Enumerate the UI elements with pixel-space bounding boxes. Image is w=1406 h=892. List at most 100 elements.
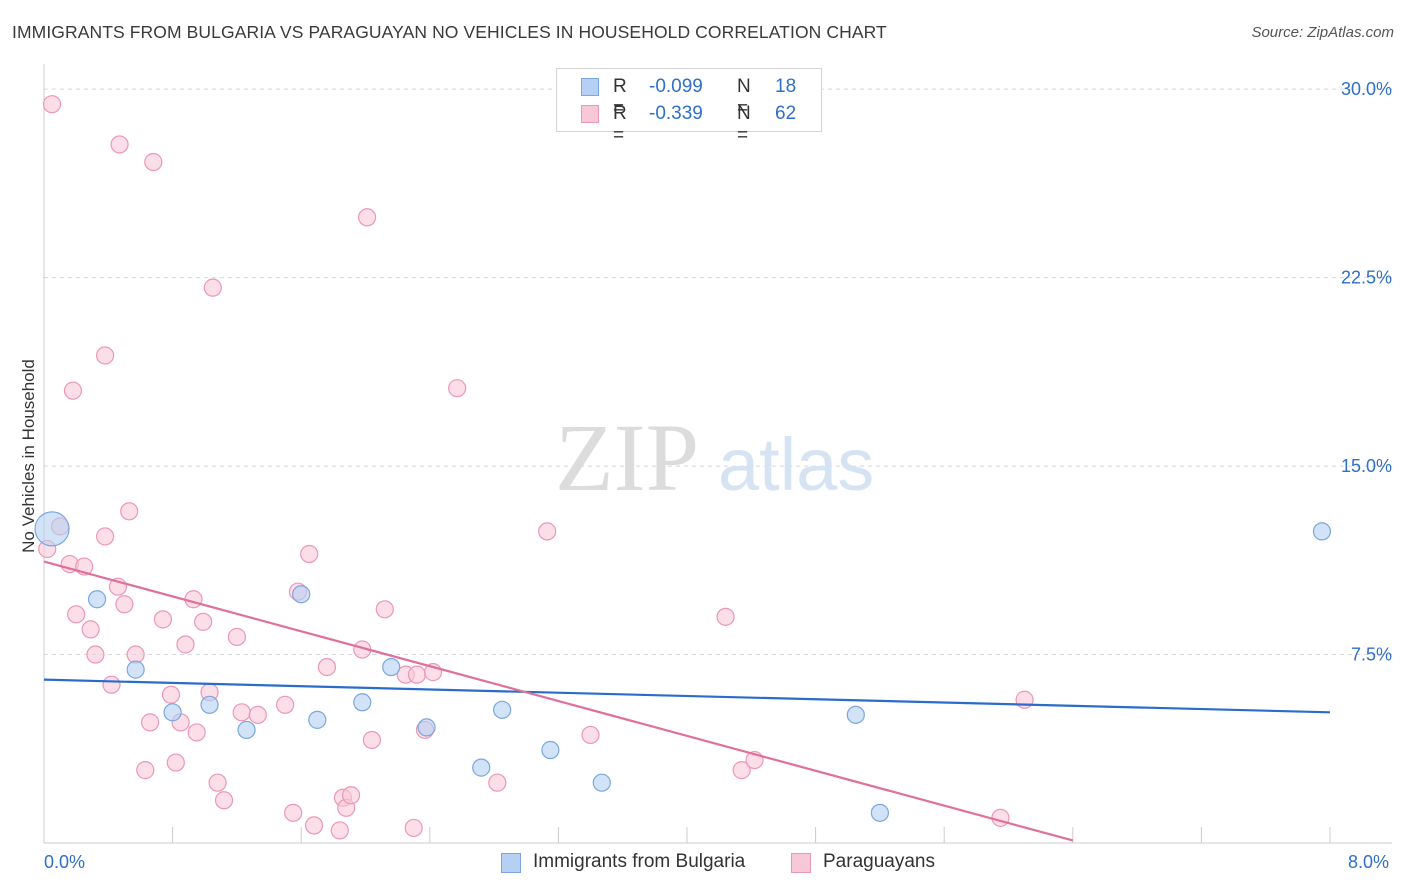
- point-blue: [541, 740, 560, 760]
- point-pink: [248, 705, 267, 724]
- point-blue: [87, 590, 107, 609]
- point-pink: [330, 821, 349, 840]
- point-pink: [991, 808, 1010, 827]
- series-label: Immigrants from Bulgaria: [533, 851, 746, 872]
- point-pink: [581, 725, 600, 745]
- point-pink: [110, 135, 129, 154]
- point-pink: [120, 502, 139, 521]
- point-pink: [63, 381, 83, 400]
- point-blue: [1312, 522, 1332, 541]
- legend-r-value: -0.339: [649, 103, 703, 124]
- point-pink: [140, 713, 160, 732]
- point-pink: [153, 610, 173, 629]
- point-blue: [493, 700, 512, 719]
- y-tick-label: 15.0%: [1341, 456, 1392, 476]
- point-pink: [126, 645, 145, 664]
- point-pink: [276, 695, 295, 714]
- legend-n-label: N =: [737, 103, 751, 146]
- point-pink: [716, 607, 735, 626]
- point-pink: [115, 595, 134, 614]
- point-pink: [184, 590, 203, 609]
- trend-line-pink: [43, 560, 1074, 842]
- y-tick-label: 7.5%: [1351, 645, 1392, 665]
- point-pink: [317, 657, 337, 677]
- point-pink: [407, 665, 427, 684]
- legend-n-value: 62: [775, 103, 797, 124]
- point-blue: [353, 693, 372, 712]
- point-blue: [382, 657, 401, 677]
- point-pink: [227, 627, 246, 647]
- y-tick-labels: 7.5% 15.0% 22.5% 30.0%: [1341, 79, 1392, 664]
- point-pink: [67, 605, 86, 624]
- series-label: Paraguayans: [823, 851, 935, 872]
- x-tick-label-max: 8.0%: [1348, 852, 1390, 872]
- correlation-legend: R = -0.099 N = 18 R = -0.339 N = 62: [556, 68, 822, 146]
- point-pink: [166, 753, 185, 772]
- point-pink: [488, 773, 507, 792]
- point-blue: [592, 773, 611, 792]
- point-pink: [95, 346, 115, 365]
- point-pink: [187, 723, 206, 742]
- series-swatch-blue: [501, 853, 521, 873]
- trend-line-blue: [43, 678, 1331, 714]
- point-blue: [870, 803, 890, 822]
- point-pink: [214, 791, 234, 810]
- point-pink: [538, 522, 557, 541]
- point-pink: [300, 544, 319, 564]
- point-blue: [308, 710, 327, 729]
- point-blue: [846, 705, 865, 724]
- point-pink: [358, 208, 377, 227]
- point-pink: [284, 803, 303, 822]
- point-pink: [404, 818, 423, 838]
- point-blue: [417, 718, 436, 737]
- point-pink: [102, 675, 121, 694]
- legend-n-label: N =: [737, 76, 751, 119]
- point-pink: [448, 379, 467, 398]
- source-label: Source: ZipAtlas.com: [1251, 24, 1394, 41]
- point-pink: [81, 620, 100, 639]
- chart-title: IMMIGRANTS FROM BULGARIA VS PARAGUAYAN N…: [12, 22, 887, 42]
- point-pink: [42, 95, 62, 114]
- legend-r-label: R =: [613, 76, 627, 119]
- point-blue: [472, 758, 491, 777]
- point-pink: [194, 612, 213, 631]
- legend-swatch-blue: [581, 78, 599, 96]
- point-pink: [375, 600, 394, 619]
- series-swatch-pink: [791, 853, 811, 873]
- point-pink: [176, 635, 195, 654]
- point-pink: [161, 685, 181, 704]
- y-axis-label: No Vehicles in Household: [19, 359, 38, 553]
- data-points: [34, 95, 1332, 840]
- x-tick-label-min: 0.0%: [44, 852, 86, 872]
- point-pink: [732, 761, 751, 780]
- axes: [43, 64, 1392, 844]
- trend-lines: [43, 560, 1331, 842]
- point-pink: [95, 527, 115, 546]
- grid-lines: [44, 88, 1392, 656]
- y-tick-label: 22.5%: [1341, 268, 1392, 288]
- point-blue: [126, 660, 145, 679]
- point-pink: [86, 645, 105, 664]
- point-blue: [34, 511, 70, 547]
- legend-r-value: -0.099: [649, 76, 703, 97]
- point-pink: [232, 703, 251, 722]
- watermark-zip: ZIP: [555, 404, 699, 511]
- legend-n-value: 18: [775, 76, 797, 97]
- watermark-atlas: atlas: [718, 423, 874, 506]
- legend-r-label: R =: [613, 103, 627, 146]
- point-pink: [203, 278, 222, 297]
- y-tick-label: 30.0%: [1341, 79, 1392, 99]
- point-blue: [200, 695, 219, 714]
- point-pink: [136, 761, 155, 780]
- series-legend: Immigrants from Bulgaria Paraguayans: [0, 851, 1406, 877]
- point-blue: [292, 585, 311, 604]
- point-pink: [144, 152, 163, 172]
- point-pink: [208, 773, 227, 792]
- point-blue: [163, 703, 182, 722]
- point-pink: [362, 730, 382, 750]
- point-pink: [341, 786, 361, 805]
- legend-swatch-pink: [581, 105, 599, 123]
- point-blue: [237, 720, 256, 740]
- point-pink: [304, 816, 324, 835]
